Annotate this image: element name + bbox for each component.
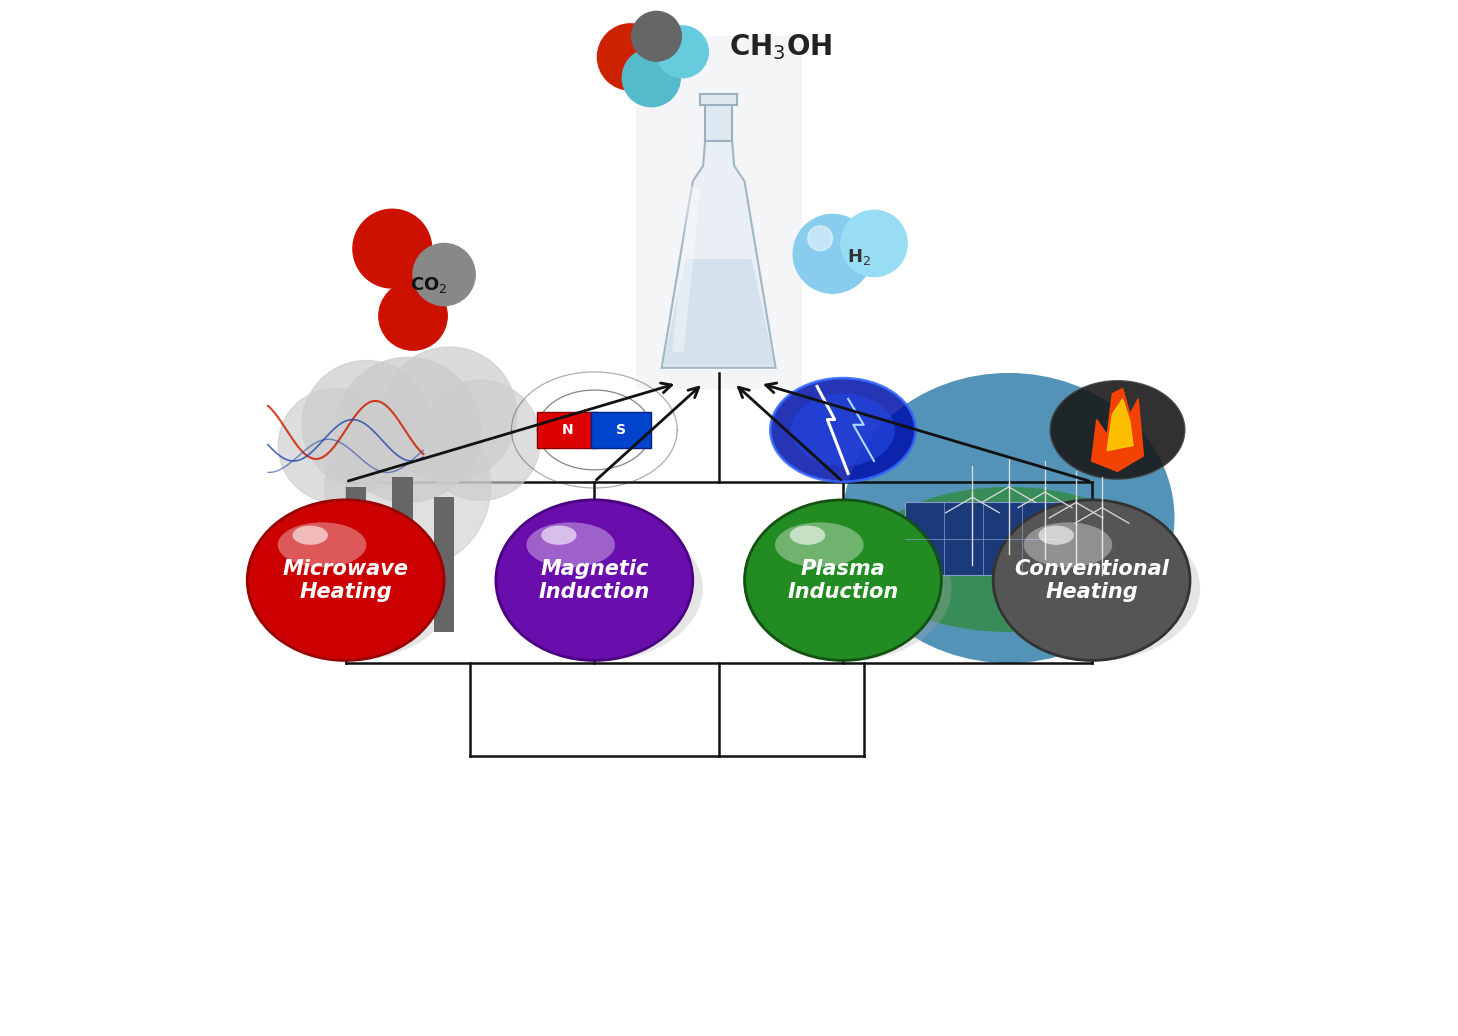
Circle shape bbox=[623, 49, 681, 107]
Circle shape bbox=[413, 243, 475, 306]
Ellipse shape bbox=[770, 378, 916, 482]
Ellipse shape bbox=[843, 373, 1175, 663]
Circle shape bbox=[353, 209, 432, 288]
Polygon shape bbox=[1092, 388, 1143, 471]
FancyBboxPatch shape bbox=[346, 487, 366, 632]
Circle shape bbox=[598, 24, 663, 90]
Text: N: N bbox=[561, 423, 573, 437]
Circle shape bbox=[808, 226, 833, 251]
Polygon shape bbox=[1107, 399, 1133, 451]
Ellipse shape bbox=[790, 525, 825, 545]
Ellipse shape bbox=[293, 525, 328, 545]
Text: CO$_2$: CO$_2$ bbox=[410, 275, 448, 295]
Circle shape bbox=[631, 11, 681, 61]
Polygon shape bbox=[663, 259, 774, 366]
Ellipse shape bbox=[993, 516, 1200, 661]
Ellipse shape bbox=[1050, 381, 1185, 480]
Polygon shape bbox=[662, 140, 776, 368]
Text: S: S bbox=[617, 423, 627, 437]
FancyBboxPatch shape bbox=[538, 412, 598, 448]
Ellipse shape bbox=[745, 500, 942, 661]
Ellipse shape bbox=[863, 487, 1153, 632]
Circle shape bbox=[382, 347, 516, 482]
Circle shape bbox=[841, 210, 907, 277]
Ellipse shape bbox=[1024, 522, 1112, 568]
Text: CH$_3$OH: CH$_3$OH bbox=[729, 32, 833, 61]
Ellipse shape bbox=[278, 522, 366, 568]
Ellipse shape bbox=[248, 516, 455, 661]
FancyBboxPatch shape bbox=[700, 94, 738, 105]
Circle shape bbox=[379, 282, 448, 350]
Circle shape bbox=[793, 214, 872, 293]
Ellipse shape bbox=[776, 522, 863, 568]
Text: Plasma
Induction: Plasma Induction bbox=[787, 558, 898, 602]
Text: H$_2$: H$_2$ bbox=[847, 247, 870, 267]
Circle shape bbox=[335, 357, 480, 502]
Ellipse shape bbox=[496, 500, 693, 661]
Circle shape bbox=[325, 404, 491, 570]
Ellipse shape bbox=[1038, 525, 1075, 545]
Text: Magnetic
Induction: Magnetic Induction bbox=[538, 558, 650, 602]
Polygon shape bbox=[672, 186, 701, 352]
Ellipse shape bbox=[745, 516, 952, 661]
Ellipse shape bbox=[993, 500, 1190, 661]
Circle shape bbox=[278, 388, 392, 502]
Text: Conventional
Heating: Conventional Heating bbox=[1015, 558, 1169, 602]
Ellipse shape bbox=[496, 516, 703, 661]
Ellipse shape bbox=[541, 525, 576, 545]
Circle shape bbox=[302, 361, 430, 489]
Ellipse shape bbox=[248, 500, 445, 661]
Ellipse shape bbox=[792, 394, 895, 466]
Circle shape bbox=[656, 26, 709, 78]
FancyBboxPatch shape bbox=[706, 102, 732, 141]
Ellipse shape bbox=[526, 522, 615, 568]
Circle shape bbox=[420, 380, 541, 500]
FancyBboxPatch shape bbox=[636, 36, 802, 388]
FancyBboxPatch shape bbox=[905, 502, 1060, 575]
FancyBboxPatch shape bbox=[392, 477, 413, 632]
FancyBboxPatch shape bbox=[433, 497, 455, 632]
Text: Microwave
Heating: Microwave Heating bbox=[283, 558, 408, 602]
FancyBboxPatch shape bbox=[590, 412, 652, 448]
